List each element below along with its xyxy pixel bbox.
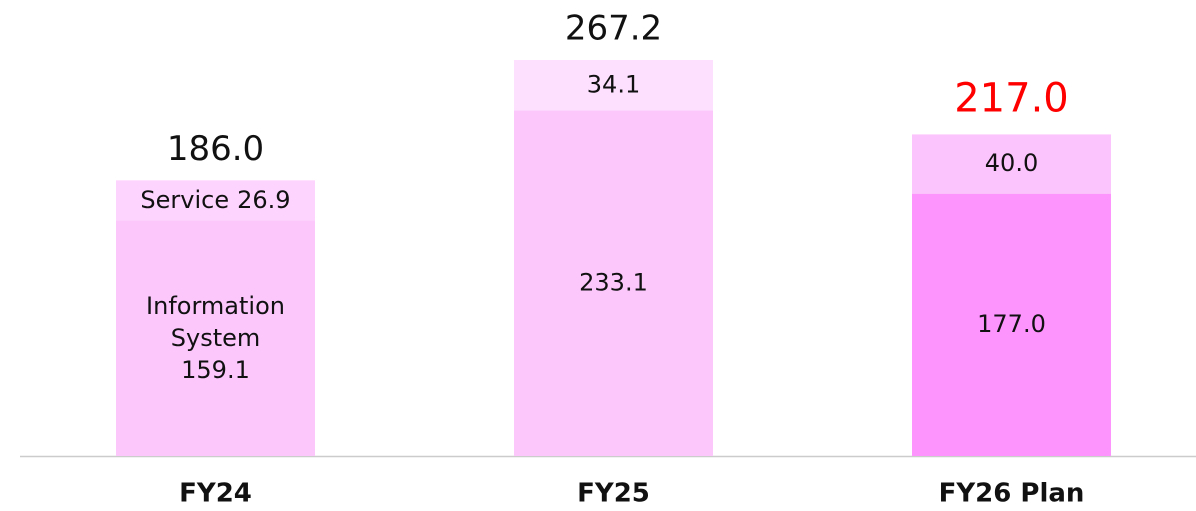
total-label: 186.0 bbox=[167, 129, 264, 169]
series-name: Service bbox=[140, 186, 230, 215]
bar-segment bbox=[912, 193, 1111, 457]
value-label: 34.1 bbox=[587, 70, 640, 98]
segment-label: Service 26.9 bbox=[116, 180, 315, 220]
bar-segment bbox=[116, 220, 315, 456]
value-label: 40.0 bbox=[985, 149, 1038, 177]
value-label: 177.0 bbox=[977, 310, 1046, 338]
value-label: 26.9 bbox=[237, 186, 291, 215]
x-tick-label: FY25 bbox=[577, 479, 650, 509]
total-label: 267.2 bbox=[565, 9, 662, 49]
value-label: 233.1 bbox=[579, 268, 648, 296]
segment-label: Information System 159.1 bbox=[116, 220, 315, 456]
bar-segment bbox=[116, 180, 315, 221]
segment-label: Service 26.9 bbox=[116, 180, 315, 220]
total-label: 217.0 bbox=[954, 75, 1069, 121]
x-tick-label: FY24 bbox=[179, 479, 252, 509]
value-label: 159.1 bbox=[181, 356, 250, 385]
bar-segment bbox=[514, 60, 713, 111]
bar-segment bbox=[912, 134, 1111, 194]
series-name: Information System bbox=[146, 292, 285, 353]
bar-segment bbox=[514, 110, 713, 457]
segment-label: Information System 159.1 bbox=[116, 220, 315, 456]
x-tick-label: FY26 Plan bbox=[939, 479, 1085, 509]
